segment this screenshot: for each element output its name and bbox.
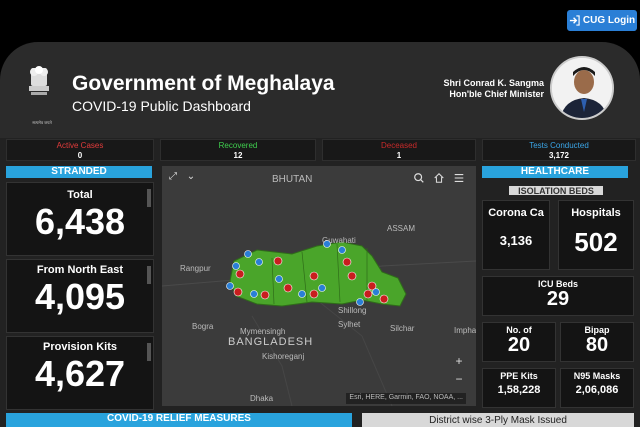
stat-value: 1 bbox=[396, 151, 402, 160]
healthcare-title: HEALTHCARE bbox=[482, 166, 628, 178]
stat-active-cases: Active Cases 0 bbox=[6, 139, 154, 161]
card-label: No. of bbox=[506, 325, 532, 335]
map-label: Shillong bbox=[338, 306, 367, 315]
cm-role: Hon'ble Chief Minister bbox=[449, 89, 544, 99]
cm-info: Shri Conrad K. Sangma Hon'ble Chief Mini… bbox=[443, 78, 544, 100]
cug-login-button[interactable]: CUG Login bbox=[567, 10, 637, 31]
stranded-northeast-card: From North East 4,095 bbox=[6, 259, 154, 333]
stats-row: Active Cases 0 Recovered 12 Deceased 1 T… bbox=[0, 138, 640, 162]
map-label: Guwahati bbox=[322, 236, 356, 245]
card-scrollbar[interactable] bbox=[147, 343, 151, 361]
map-label: Dhaka bbox=[250, 394, 274, 403]
card-scrollbar[interactable] bbox=[147, 189, 151, 207]
card-label: Corona Ca bbox=[488, 207, 544, 219]
login-icon bbox=[569, 15, 580, 26]
map-label: Rangpur bbox=[180, 264, 211, 273]
card-label: N95 Masks bbox=[573, 371, 621, 381]
card-value: 502 bbox=[574, 227, 618, 257]
map-label: Kishoreganj bbox=[262, 352, 305, 361]
page-subtitle: COVID-19 Public Dashboard bbox=[72, 98, 251, 114]
map-label: Sylhet bbox=[338, 320, 361, 329]
card-label: Provision Kits bbox=[43, 341, 117, 353]
map-label: ASSAM bbox=[387, 224, 416, 233]
card-value: 3,136 bbox=[499, 233, 533, 248]
stat-recovered: Recovered 12 bbox=[160, 139, 316, 161]
map-label: Imphal bbox=[454, 326, 476, 335]
card-value: 20 bbox=[507, 334, 531, 356]
search-icon[interactable] bbox=[412, 172, 426, 186]
card-scrollbar[interactable] bbox=[147, 266, 151, 284]
basemap-icon[interactable]: ⤢ bbox=[169, 171, 177, 182]
ppe-kits-card: PPE Kits 1,58,228 bbox=[482, 368, 556, 408]
isolation-beds-title: ISOLATION BEDS bbox=[509, 186, 603, 195]
person-icon bbox=[552, 58, 612, 118]
zoom-in-button[interactable]: + bbox=[455, 354, 463, 368]
n95-masks-card: N95 Masks 2,06,086 bbox=[560, 368, 634, 408]
zoom-out-button[interactable]: − bbox=[455, 372, 463, 386]
map-label: Bogra bbox=[192, 322, 214, 331]
header: सत्यमेव जयते Government of Meghalaya COV… bbox=[0, 42, 640, 138]
stat-label: Active Cases bbox=[56, 141, 104, 150]
home-icon[interactable] bbox=[432, 172, 446, 186]
stranded-provision-card: Provision Kits 4,627 bbox=[6, 336, 154, 410]
state-emblem-icon bbox=[29, 66, 49, 95]
cm-avatar bbox=[550, 56, 614, 120]
stat-value: 12 bbox=[233, 151, 243, 160]
bipap-card: Bipap 80 bbox=[560, 322, 634, 362]
card-value: 1,58,228 bbox=[497, 384, 541, 396]
card-value: 4,095 bbox=[34, 276, 126, 317]
stat-value: 0 bbox=[77, 151, 83, 160]
map-label: BHUTAN bbox=[272, 174, 313, 185]
card-value: 4,627 bbox=[34, 353, 126, 394]
chevron-down-icon[interactable]: ⌄ bbox=[186, 171, 196, 182]
district-mask-title: District wise 3-Ply Mask Issued bbox=[362, 413, 634, 427]
icu-beds-card: ICU Beds 29 bbox=[482, 276, 634, 316]
stranded-title: STRANDED bbox=[6, 166, 152, 178]
map-label: BANGLADESH bbox=[228, 336, 314, 348]
card-value: 29 bbox=[546, 288, 570, 310]
stat-label: Recovered bbox=[218, 141, 258, 150]
page-title: Government of Meghalaya bbox=[72, 72, 335, 95]
corona-care-card: Corona Ca 3,136 bbox=[482, 200, 550, 270]
hospitals-card: Hospitals 502 bbox=[558, 200, 634, 270]
stat-tests: Tests Conducted 3,172 bbox=[482, 139, 636, 161]
no-of-card: No. of 20 bbox=[482, 322, 556, 362]
card-label: ICU Beds bbox=[537, 279, 578, 289]
card-label: Bipap bbox=[584, 325, 610, 335]
map-label: Mymensingh bbox=[240, 327, 286, 336]
card-value: 6,438 bbox=[34, 201, 126, 242]
map-attribution: Esri, HERE, Garmin, FAO, NOAA, ... bbox=[346, 393, 466, 404]
card-label: Total bbox=[67, 189, 93, 201]
stat-label: Tests Conducted bbox=[529, 141, 589, 150]
card-value: 2,06,086 bbox=[575, 384, 619, 396]
card-label: Hospitals bbox=[571, 207, 621, 219]
district-map[interactable]: BHUTAN Guwahati ASSAM Rangpur Shillong B… bbox=[162, 166, 476, 406]
cug-login-label: CUG Login bbox=[582, 15, 636, 26]
card-label: PPE Kits bbox=[500, 371, 538, 381]
stranded-total-card: Total 6,438 bbox=[6, 182, 154, 256]
list-icon[interactable] bbox=[452, 172, 466, 186]
stat-label: Deceased bbox=[380, 141, 418, 150]
card-label: From North East bbox=[36, 264, 124, 276]
relief-measures-title: COVID-19 RELIEF MEASURES bbox=[6, 413, 352, 427]
emblem-motto: सत्यमेव जयते bbox=[32, 120, 52, 125]
top-strip: CUG Login bbox=[0, 0, 640, 42]
card-value: 80 bbox=[585, 334, 609, 356]
map-label: Silchar bbox=[390, 324, 415, 333]
stat-value: 3,172 bbox=[548, 151, 570, 160]
stat-deceased: Deceased 1 bbox=[322, 139, 476, 161]
map-canvas bbox=[162, 166, 476, 406]
cm-name: Shri Conrad K. Sangma bbox=[443, 78, 544, 88]
